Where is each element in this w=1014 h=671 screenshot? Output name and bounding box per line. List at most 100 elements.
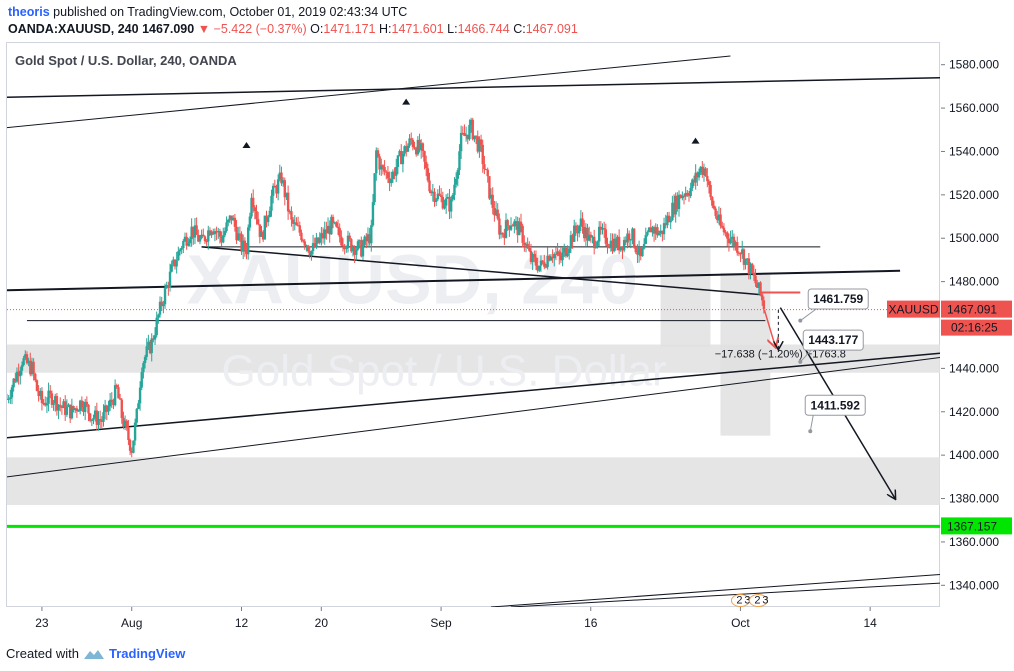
- countdown-label: 02:16:25: [951, 321, 998, 335]
- candle-body: [326, 225, 330, 234]
- candle-body: [434, 199, 438, 203]
- candle-body: [448, 197, 451, 212]
- candle-body: [583, 226, 586, 239]
- candle-body: [170, 264, 173, 272]
- candle-body: [551, 256, 554, 259]
- candle-body: [666, 215, 669, 226]
- candle-body: [647, 227, 651, 233]
- x-tick-label: Sep: [430, 616, 452, 630]
- candle-body: [380, 165, 383, 170]
- candle-body: [632, 228, 636, 247]
- candle-body: [529, 250, 533, 263]
- candle-body: [504, 220, 508, 238]
- candle-body: [253, 207, 257, 212]
- candle-body: [118, 398, 122, 400]
- candle-body: [732, 236, 736, 246]
- candle-body: [686, 192, 689, 196]
- candle-body: [105, 405, 109, 412]
- candle-body: [523, 242, 526, 246]
- candle-body: [661, 230, 664, 235]
- candle-body: [571, 235, 574, 242]
- candle-body: [167, 285, 170, 288]
- candle-body: [714, 208, 717, 216]
- open-label: O:: [310, 22, 324, 36]
- candle-body: [443, 205, 446, 209]
- candle-body: [155, 317, 158, 336]
- candle-body: [438, 193, 441, 196]
- y-tick-label: 1340.000: [949, 578, 999, 592]
- candle-body: [576, 230, 579, 234]
- author-name[interactable]: theoris: [8, 5, 50, 19]
- candle-body: [178, 249, 182, 252]
- symbol-tag-label: XAUUSD: [888, 303, 938, 317]
- candle-body: [60, 406, 64, 408]
- candle-body: [52, 403, 55, 405]
- candle-body: [719, 214, 722, 227]
- candle-body: [496, 209, 499, 219]
- candle-body: [183, 236, 187, 241]
- candle-body: [405, 146, 408, 152]
- symbol-timeframe: OANDA:XAUUSD, 240: [8, 22, 139, 36]
- candle-body: [739, 253, 742, 255]
- candle-body: [365, 236, 368, 242]
- candle-body: [508, 225, 511, 230]
- candle-body: [301, 240, 305, 242]
- candle-body: [574, 225, 578, 231]
- candle-body: [225, 222, 228, 231]
- candle-body: [190, 226, 193, 240]
- candle-body: [62, 401, 65, 408]
- candle-body: [55, 396, 59, 411]
- callout-label: 1461.759: [813, 292, 863, 306]
- ohlc-info: OANDA:XAUUSD, 240 1467.090 ▼ −5.422 (−0.…: [8, 22, 578, 36]
- candle-body: [207, 230, 210, 242]
- candle-body: [659, 230, 662, 234]
- candle-body: [321, 233, 325, 239]
- candle-body: [187, 243, 190, 246]
- candle-body: [338, 227, 341, 237]
- candle-body: [518, 221, 521, 236]
- candle-body: [293, 222, 296, 224]
- tradingview-brand[interactable]: TradingView: [108, 646, 186, 661]
- candle-body: [511, 225, 514, 227]
- candle-body: [491, 194, 494, 208]
- cycle-mark-icon: [748, 593, 768, 607]
- plot-area[interactable]: [6, 42, 940, 607]
- candle-body: [351, 247, 355, 252]
- candle-body: [315, 237, 318, 247]
- candle-body: [692, 179, 696, 183]
- candle-body: [356, 241, 360, 250]
- candle-body: [100, 420, 104, 422]
- candle-body: [336, 226, 340, 228]
- candle-body: [757, 282, 761, 288]
- candle-body: [651, 227, 654, 233]
- candle-body: [238, 233, 242, 235]
- candle-body: [548, 255, 551, 261]
- down-triangle-icon: ▼: [197, 22, 211, 36]
- candle-body: [687, 195, 691, 197]
- candle-body: [42, 402, 45, 404]
- candle-body: [483, 164, 486, 170]
- candle-body: [35, 380, 39, 391]
- candle-body: [749, 263, 752, 275]
- candle-body: [283, 180, 286, 198]
- candle-body: [127, 427, 130, 441]
- candle-body: [12, 378, 15, 388]
- candle-body: [493, 207, 496, 216]
- close-label: C:: [513, 22, 526, 36]
- candle-body: [108, 399, 112, 407]
- candle-body: [667, 215, 671, 223]
- candle-body: [323, 229, 326, 239]
- candle-body: [98, 419, 102, 421]
- cycle-mark-label: 2: [736, 594, 742, 606]
- pivot-marker-icon: [691, 137, 700, 144]
- candle-body: [75, 408, 79, 412]
- candle-body: [64, 401, 67, 415]
- candle-body: [494, 209, 498, 216]
- candle-body: [133, 422, 137, 441]
- candle-body: [752, 272, 756, 276]
- watermark-description: Gold Spot / U.S. Dollar: [222, 347, 667, 396]
- candle-body: [721, 226, 724, 228]
- candle-body: [69, 404, 72, 419]
- candle-body: [90, 419, 94, 421]
